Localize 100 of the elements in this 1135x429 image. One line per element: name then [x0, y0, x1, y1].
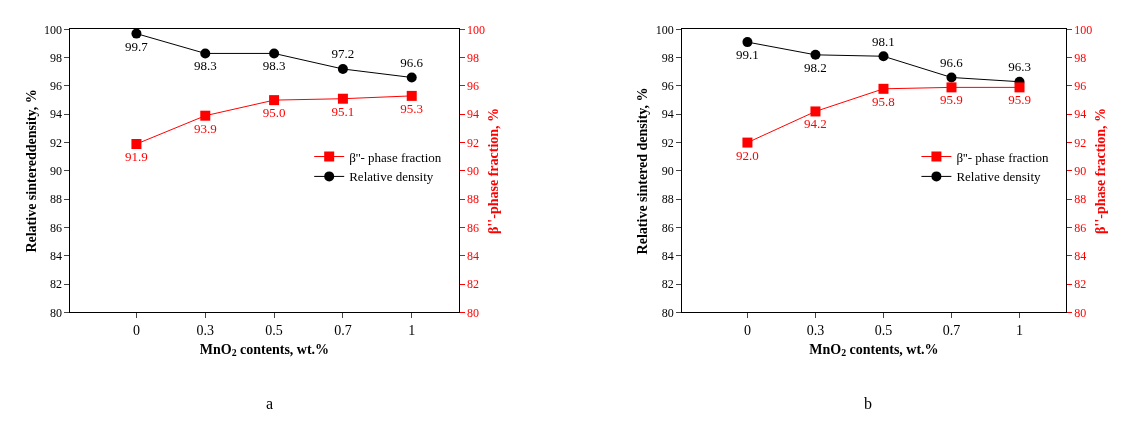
- point: [131, 138, 142, 149]
- y2-tick-label: 96: [1074, 79, 1087, 94]
- point: [337, 93, 348, 104]
- y2-tick-label: 100: [1074, 22, 1093, 37]
- y2-tick-label: 80: [1074, 305, 1087, 320]
- legend-label: Relative density: [956, 169, 1042, 185]
- y-tick-label: 92: [661, 135, 674, 150]
- data-label: 95.9: [1008, 92, 1031, 108]
- x-tick-label: 0.3: [806, 323, 825, 339]
- y-tick-label: 96: [661, 79, 674, 94]
- point: [878, 51, 889, 62]
- data-label: 95.9: [940, 92, 963, 108]
- y2-tick-label: 88: [466, 192, 479, 207]
- y2-tick-label: 88: [1074, 192, 1087, 207]
- data-label: 98.1: [872, 33, 895, 49]
- y-tick-label: 98: [661, 50, 674, 65]
- y2-tick-label: 94: [1074, 107, 1087, 122]
- point: [337, 63, 348, 74]
- point: [1014, 82, 1025, 93]
- point: [200, 110, 211, 121]
- y-tick-label: 84: [661, 249, 674, 263]
- y2-axis-title: β''-phase fraction, %: [486, 107, 502, 234]
- y-tick-label: 92: [49, 135, 62, 150]
- y2-tick-label: 92: [1074, 135, 1087, 150]
- point: [742, 37, 753, 48]
- point: [269, 95, 280, 106]
- y-tick-label: 82: [49, 277, 62, 292]
- y2-axis-title: β''-phase fraction, %: [1093, 107, 1109, 234]
- data-label: 95.0: [262, 105, 286, 121]
- x-tick-label: 0.7: [942, 323, 961, 339]
- y2-tick-label: 86: [466, 220, 479, 235]
- x-axis-title: MnO$_{2}$ contents, wt.%: [809, 341, 939, 359]
- y2-tick-label: 100: [466, 22, 485, 37]
- y2-tick-label: 82: [1074, 277, 1087, 292]
- data-label: 93.9: [193, 120, 217, 136]
- y-axis-title: Relative sintereddensity, %: [23, 89, 39, 253]
- data-label: 92.0: [736, 147, 759, 163]
- x-tick-label: 0: [743, 323, 751, 339]
- y-tick-label: 90: [661, 164, 674, 179]
- x-tick-label: 0: [132, 323, 140, 339]
- legend-label: β''- phase fraction: [956, 149, 1050, 165]
- y2-tick-label: 90: [1074, 164, 1087, 179]
- data-label: 91.9: [125, 148, 148, 164]
- x-tick-label: 1: [1016, 323, 1024, 339]
- data-label: 94.2: [804, 116, 827, 132]
- y2-tick-label: 98: [466, 50, 479, 65]
- data-label: 96.6: [400, 54, 424, 70]
- point: [406, 90, 417, 101]
- y2-tick-label: 80: [466, 305, 479, 320]
- y-tick-label: 90: [49, 164, 62, 179]
- data-label: 99.7: [125, 38, 149, 54]
- y-tick-label: 88: [49, 192, 62, 207]
- data-label: 99.1: [736, 47, 759, 63]
- y-tick-label: 86: [49, 220, 62, 235]
- text: b: [864, 395, 872, 412]
- point: [269, 48, 280, 59]
- y-tick-label: 94: [661, 107, 674, 122]
- point: [946, 82, 957, 93]
- y2-tick-label: 86: [1074, 220, 1087, 235]
- text: a: [266, 395, 274, 412]
- point: [810, 106, 821, 117]
- y-tick-label: 84: [49, 249, 62, 263]
- data-label: 98.2: [804, 59, 827, 75]
- y-tick-label: 98: [49, 50, 62, 65]
- y-tick-label: 80: [49, 305, 62, 320]
- data-label: 96.6: [940, 54, 964, 70]
- y2-tick-label: 96: [466, 79, 479, 94]
- y-tick-label: 100: [655, 22, 674, 37]
- y-tick-label: 96: [49, 79, 62, 94]
- x-tick-label: 0.5: [265, 323, 283, 339]
- data-label: 98.3: [262, 58, 286, 74]
- data-label: 95.3: [400, 100, 424, 116]
- data-label: 97.2: [331, 46, 355, 62]
- data-label: 95.1: [331, 103, 355, 119]
- legend-label: β''- phase fraction: [349, 149, 442, 165]
- y2-tick-label: 98: [1074, 50, 1087, 65]
- x-tick-label: 1: [408, 323, 416, 339]
- y-tick-label: 86: [661, 220, 674, 235]
- y-tick-label: 80: [661, 305, 674, 320]
- y2-tick-label: 90: [466, 164, 479, 179]
- point: [200, 48, 211, 59]
- point: [878, 83, 889, 94]
- point: [406, 72, 417, 83]
- y-tick-label: 82: [661, 277, 674, 292]
- y-tick-label: 100: [43, 22, 62, 37]
- x-axis-title: MnO$_{2}$ contents, wt.%: [199, 341, 330, 359]
- x-tick-label: 0.5: [874, 323, 893, 339]
- y-tick-label: 94: [49, 107, 62, 122]
- y2-tick-label: 84: [466, 249, 479, 263]
- data-label: 98.3: [193, 58, 217, 74]
- y-axis-title: Relative sintered density, %: [635, 87, 651, 255]
- y2-tick-label: 84: [1074, 249, 1087, 263]
- point: [946, 72, 957, 83]
- legend-label: Relative density: [349, 169, 434, 185]
- y2-tick-label: 94: [466, 107, 479, 122]
- point: [810, 49, 821, 60]
- y2-tick-label: 92: [466, 135, 479, 150]
- y-tick-label: 88: [661, 192, 674, 207]
- data-label: 95.8: [872, 93, 895, 109]
- x-tick-label: 0.3: [196, 323, 215, 339]
